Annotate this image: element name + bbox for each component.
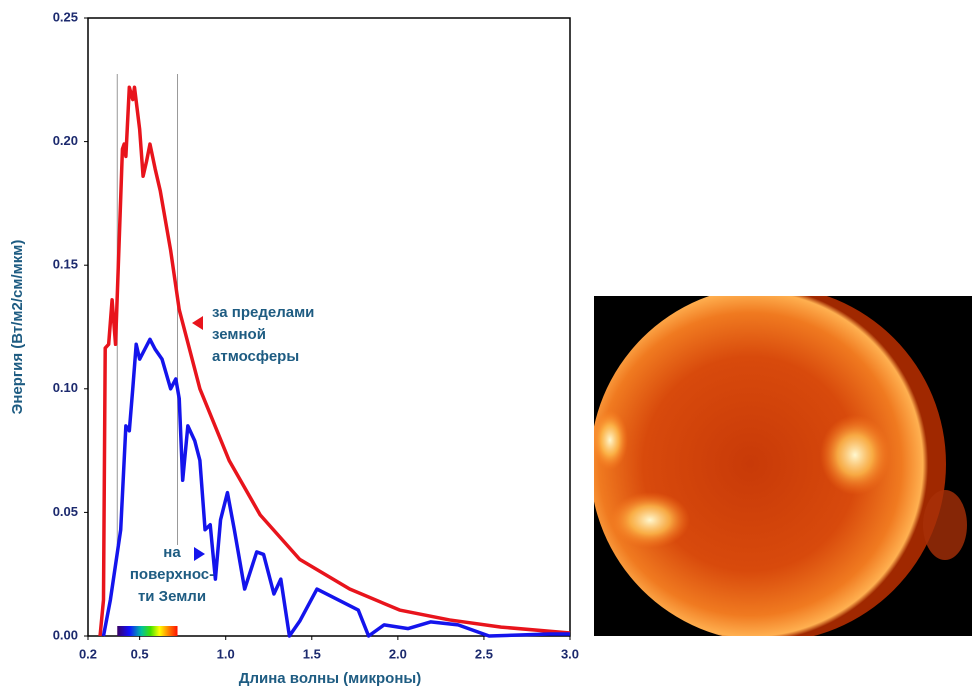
spectrum-bar — [117, 626, 178, 636]
legend-label: атмосферы — [212, 348, 299, 365]
plot-frame — [87, 17, 571, 637]
arrow-marker — [194, 547, 205, 561]
legend-label: земной — [212, 326, 266, 343]
y-tick-label: 0.20 — [53, 133, 78, 148]
legend-label: на — [163, 544, 181, 561]
x-tick-label: 0.2 — [79, 646, 97, 661]
sun-photo — [594, 296, 972, 636]
x-axis-title: Длина волны (микроны) — [239, 670, 421, 687]
legend-label: за пределами — [212, 304, 314, 321]
arrow-marker — [192, 316, 203, 330]
y-tick-label: 0.10 — [53, 380, 78, 395]
chart: 0.00 0.05 0.10 0.15 0.20 0.25 0.2 0.5 1.0 1.5 2.0 2… — [53, 9, 579, 661]
legend-label: поверхнос- — [130, 566, 214, 583]
x-tick-label: 2.0 — [389, 646, 407, 661]
x-tick-label: 2.5 — [475, 646, 493, 661]
x-tick-label: 0.5 — [131, 646, 149, 661]
y-tick-label: 0.25 — [53, 9, 78, 24]
x-tick-label: 3.0 — [561, 646, 579, 661]
x-tick-label: 1.0 — [217, 646, 235, 661]
y-tick-label: 0.15 — [53, 257, 78, 272]
series-line — [101, 337, 570, 638]
y-axis-title: Энергия (Вт/м2/см/мкм) — [9, 240, 26, 415]
legend-label: ти Земли — [138, 588, 206, 605]
y-tick-label: 0.05 — [53, 504, 78, 519]
x-tick-label: 1.5 — [303, 646, 321, 661]
y-tick-label: 0.00 — [53, 627, 78, 642]
series-line — [98, 85, 571, 637]
